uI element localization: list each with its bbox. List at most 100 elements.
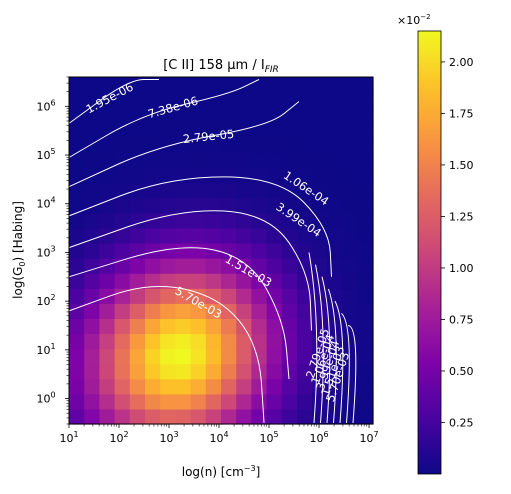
heatmap-cell [129, 152, 146, 169]
heatmap-cell [129, 92, 146, 108]
heatmap-cell [221, 92, 237, 108]
heatmap-cell [69, 227, 85, 244]
heatmap-cell [175, 363, 192, 380]
heatmap-cell [99, 333, 116, 350]
heatmap-cell [114, 273, 131, 289]
heatmap-cell [357, 107, 374, 123]
heatmap-cell [221, 227, 237, 244]
heatmap-cell [190, 197, 207, 214]
heatmap-cell [84, 197, 100, 214]
heatmap-cell [99, 378, 116, 395]
heatmap-cell [281, 288, 298, 304]
heatmap-cell [281, 242, 298, 259]
heatmap-cell [221, 288, 237, 304]
heatmap-cell [357, 77, 374, 93]
heatmap-cell [99, 348, 116, 365]
heatmap-cell [297, 333, 313, 350]
contour-line [328, 288, 337, 423]
plot-frame [68, 76, 374, 425]
heatmap-cell [205, 273, 222, 289]
heatmap-cell [190, 122, 207, 138]
heatmap-cell [175, 348, 192, 365]
heatmap-cell [69, 167, 85, 184]
heatmap-cell [312, 242, 328, 259]
heatmap-cell [327, 258, 344, 274]
heatmap-cell [266, 182, 283, 199]
heatmap-cell [190, 92, 207, 108]
heatmap-cell [129, 197, 146, 214]
heatmap-cell [251, 107, 268, 123]
heatmap-cell [221, 212, 237, 229]
heatmap-cell [327, 227, 344, 244]
heatmap-cell [281, 273, 298, 289]
heatmap-cell [297, 197, 313, 214]
contour-line [68, 79, 260, 158]
heatmap-cell [99, 77, 116, 93]
heatmap-cell [129, 227, 146, 244]
heatmap-cell [160, 363, 176, 380]
heatmap-cell [327, 152, 344, 169]
heatmap-cell [69, 137, 85, 154]
heatmap-cell [99, 318, 116, 335]
heatmap-cell [190, 348, 207, 365]
heatmap-cell [190, 258, 207, 274]
heatmap-cell [129, 408, 146, 425]
heatmap-cell [84, 408, 100, 425]
heatmap-cell [175, 182, 192, 199]
heatmap-cell [266, 107, 283, 123]
heatmap-cell [266, 408, 283, 425]
contour-line [68, 210, 312, 331]
heatmap-cell [357, 348, 374, 365]
heatmap-cell [297, 167, 313, 184]
heatmap-cell [297, 122, 313, 138]
heatmap-cell [297, 137, 313, 154]
heatmap-cell [236, 408, 252, 425]
x-tick-label: 107 [359, 430, 378, 445]
heatmap-cell [312, 122, 328, 138]
x-tick-label: 105 [259, 430, 278, 445]
heatmap-cell [342, 77, 359, 93]
heatmap-cell [266, 92, 283, 108]
heatmap-cell [84, 107, 100, 123]
heatmap-cell [251, 77, 268, 93]
heatmap-cell [114, 348, 131, 365]
heatmap-cell [145, 408, 161, 425]
heatmap-cell [175, 77, 192, 93]
heatmap-cell [266, 137, 283, 154]
heatmap-cell [251, 197, 268, 214]
heatmap-cell [266, 318, 283, 335]
colorbar-tick-label: 1.00 [449, 262, 474, 275]
heatmap-cell [266, 242, 283, 259]
heatmap-cell [145, 273, 161, 289]
colorbar-tick-label: 0.25 [449, 416, 474, 429]
heatmap-cell [190, 152, 207, 169]
heatmap-cell [129, 258, 146, 274]
heatmap-cell [99, 212, 116, 229]
heatmap-cell [145, 258, 161, 274]
heatmap-cell [99, 122, 116, 138]
heatmap-cell [69, 348, 85, 365]
heatmap-cell [236, 363, 252, 380]
heatmap-cell [236, 273, 252, 289]
heatmap-cell [160, 152, 176, 169]
y-tick-label: 101 [36, 342, 55, 357]
heatmap-cell [190, 363, 207, 380]
heatmap-cell [175, 273, 192, 289]
heatmap-cell [160, 318, 176, 335]
heatmap-cell [251, 318, 268, 335]
heatmap-cell [114, 137, 131, 154]
colorbar-tick-label: 0.50 [449, 365, 474, 378]
heatmap-cell [281, 92, 298, 108]
heatmap-cell [175, 107, 192, 123]
heatmap-cell [251, 212, 268, 229]
heatmap-cell [205, 197, 222, 214]
colorbar-tick-label: 1.50 [449, 159, 474, 172]
y-axis-ticks: 100 101 102 103 104 105 106 [36, 76, 69, 425]
heatmap-cell [236, 378, 252, 395]
y-tick-label: 102 [36, 293, 55, 308]
heatmap-cell [297, 212, 313, 229]
heatmap-cell [84, 242, 100, 259]
colorbar-tick-label: 0.75 [449, 313, 474, 326]
heatmap-cell [312, 152, 328, 169]
